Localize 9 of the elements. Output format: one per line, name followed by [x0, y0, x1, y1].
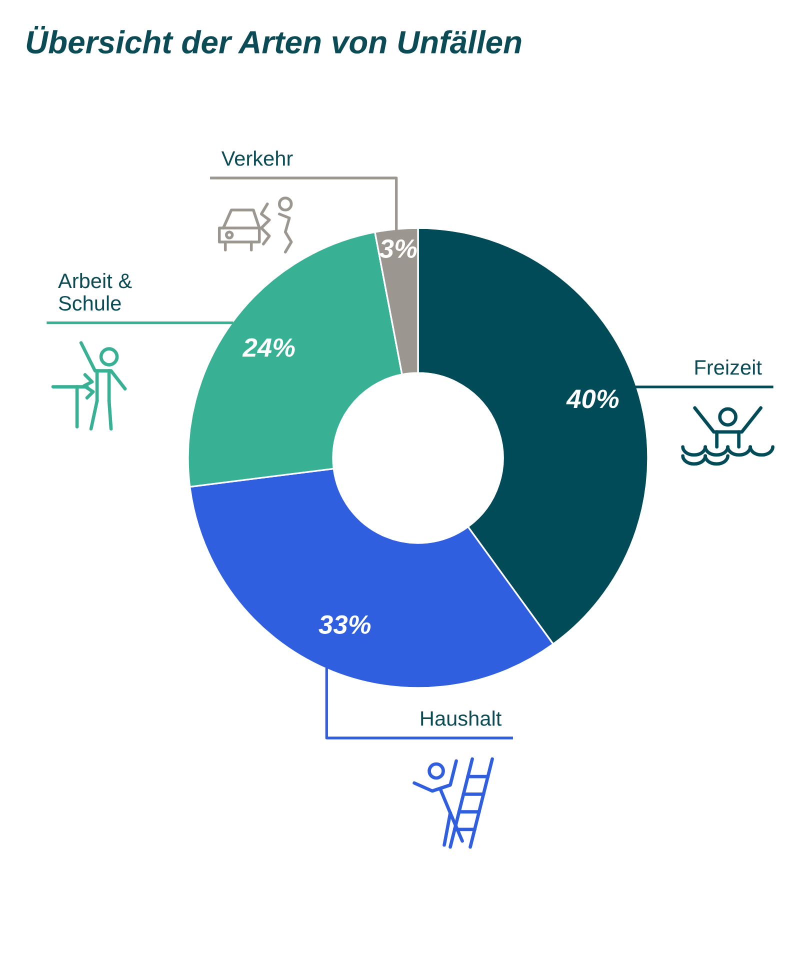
slice-label: Haushalt — [421, 710, 502, 726]
data-label: 3% — [380, 239, 417, 258]
chart-title: Übersicht der Arten von Unfällen — [26, 26, 522, 54]
data-label: 40% — [566, 390, 619, 408]
slice-label: Freizeit — [695, 360, 762, 375]
data-label: 33% — [318, 615, 371, 634]
slice-label: Arbeit & Schule — [58, 272, 132, 311]
slice-label: Verkehr — [221, 150, 293, 166]
data-label: 24% — [242, 338, 295, 357]
